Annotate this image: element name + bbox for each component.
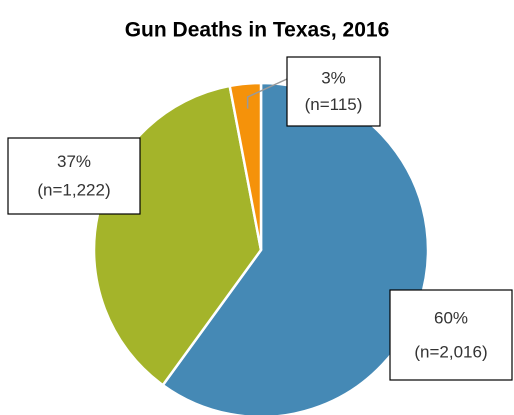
pie [92, 81, 430, 415]
label-box [389, 289, 513, 381]
count-label: (n=115) [305, 95, 363, 114]
value-label: 60% [434, 308, 468, 327]
labels: 60% (n=2,016) 37% (n=1,222) 3% (n=115) [7, 56, 513, 381]
label-box [7, 137, 141, 215]
label-box [286, 56, 381, 127]
leader-line [246, 78, 288, 109]
count-label: (n=2,016) [414, 342, 487, 361]
chart-title: Gun Deaths in Texas, 2016 [125, 19, 390, 42]
value-label: 37% [57, 152, 91, 171]
pie-slice [228, 81, 263, 251]
count-label: (n=1,222) [37, 181, 110, 200]
value-label: 3% [321, 69, 346, 88]
